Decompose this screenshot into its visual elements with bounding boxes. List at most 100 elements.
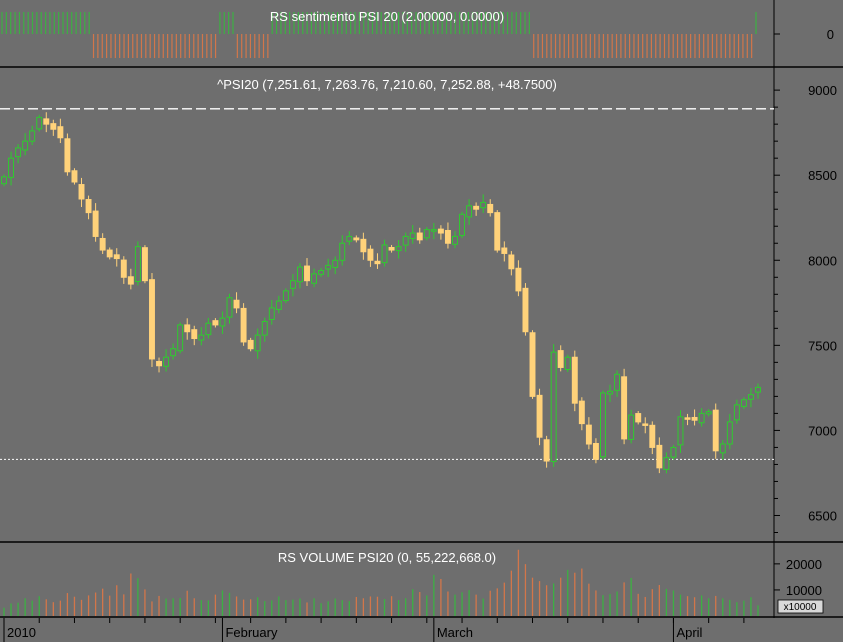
candle-body bbox=[106, 249, 113, 258]
candle-body bbox=[416, 232, 423, 241]
candle-body bbox=[719, 443, 726, 454]
candle-body bbox=[233, 299, 240, 309]
candle-body bbox=[466, 205, 473, 218]
candle-body bbox=[755, 386, 761, 393]
candle-body bbox=[536, 394, 543, 438]
candle-body bbox=[740, 399, 747, 407]
month-label: February bbox=[225, 625, 278, 640]
candle-body bbox=[529, 332, 536, 397]
price-tick-label: 8000 bbox=[808, 253, 837, 268]
candle-body bbox=[339, 242, 346, 261]
candle-body bbox=[747, 394, 754, 400]
candle-body bbox=[191, 329, 198, 340]
candle-body bbox=[395, 246, 402, 252]
candle-body bbox=[318, 269, 325, 275]
candlesticks bbox=[0, 108, 774, 474]
candle-body bbox=[85, 199, 92, 214]
candle-body bbox=[275, 300, 282, 310]
candle-body bbox=[437, 228, 444, 234]
candle-body bbox=[282, 290, 289, 302]
candle-body bbox=[515, 267, 522, 292]
candle-body bbox=[1, 176, 7, 185]
candle-body bbox=[677, 416, 684, 446]
candle-body bbox=[614, 373, 621, 391]
candle-body bbox=[29, 130, 36, 142]
candle-body bbox=[402, 235, 409, 246]
candle-body bbox=[120, 259, 127, 278]
candle-body bbox=[663, 457, 670, 470]
candle-body bbox=[57, 126, 64, 139]
sentiment-bars bbox=[1, 12, 757, 58]
candle-body bbox=[332, 259, 339, 268]
candle-body bbox=[311, 273, 318, 284]
price-pane-title: ^PSI20 (7,251.61, 7,263.76, 7,210.60, 7,… bbox=[217, 77, 557, 92]
candle-body bbox=[557, 350, 564, 368]
candle-body bbox=[649, 424, 656, 448]
candle-body bbox=[635, 413, 642, 423]
candle-body bbox=[304, 265, 310, 282]
candle-body bbox=[268, 307, 275, 320]
candle-body bbox=[219, 317, 226, 327]
candle-body bbox=[642, 423, 649, 426]
sentiment-tick-label: 0 bbox=[827, 27, 834, 42]
candle-body bbox=[670, 446, 677, 458]
candle-body bbox=[480, 201, 487, 209]
candle-body bbox=[346, 235, 353, 242]
candle-body bbox=[430, 229, 437, 232]
candle-body bbox=[141, 247, 148, 282]
candle-body bbox=[571, 356, 578, 404]
candle-body bbox=[600, 392, 606, 458]
candle-body bbox=[134, 246, 141, 283]
candle-body bbox=[240, 307, 247, 343]
candle-body bbox=[698, 412, 705, 424]
candle-body bbox=[127, 276, 134, 285]
candle-body bbox=[374, 260, 381, 265]
candle-body bbox=[15, 147, 22, 158]
candle-body bbox=[381, 244, 388, 264]
candle-body bbox=[22, 140, 29, 151]
price-tick-label: 7000 bbox=[808, 423, 837, 438]
price-tick-label: 8500 bbox=[808, 168, 837, 183]
price-tick-label: 9000 bbox=[808, 83, 837, 98]
month-label: 2010 bbox=[7, 625, 36, 640]
candle-body bbox=[149, 279, 155, 360]
volume-tick-label: 10000 bbox=[786, 583, 822, 598]
axes: 0 9000 8500 8000 7500 7000 6500 20000 10000 2010 F… bbox=[3, 27, 837, 642]
candle-body bbox=[92, 210, 99, 237]
candle-body bbox=[705, 411, 712, 415]
candle-body bbox=[592, 443, 599, 460]
price-pane bbox=[0, 68, 774, 541]
candle-body bbox=[585, 424, 592, 445]
candle-body bbox=[50, 123, 57, 130]
candle-body bbox=[36, 116, 43, 130]
candle-body bbox=[78, 184, 85, 200]
month-label: March bbox=[437, 625, 473, 640]
time-axis-panel bbox=[0, 618, 843, 642]
candle-body bbox=[367, 248, 374, 261]
sentiment-pane bbox=[0, 0, 774, 66]
candle-body bbox=[8, 157, 15, 178]
candle-body bbox=[684, 417, 691, 420]
candle-body bbox=[564, 356, 571, 370]
volume-tick-label: 20000 bbox=[786, 557, 822, 572]
candle-body bbox=[170, 348, 177, 357]
candle-body bbox=[508, 254, 515, 270]
candle-body bbox=[494, 212, 501, 251]
candle-body bbox=[296, 266, 303, 283]
candle-body bbox=[388, 247, 395, 251]
candle-body bbox=[71, 170, 78, 183]
candle-body bbox=[198, 334, 205, 341]
month-label: April bbox=[676, 625, 702, 640]
candle-body bbox=[733, 404, 740, 421]
candle-body bbox=[205, 322, 212, 336]
candle-body bbox=[353, 237, 360, 241]
candle-body bbox=[64, 138, 71, 173]
candle-body bbox=[459, 213, 466, 236]
price-axis-panel bbox=[774, 0, 843, 618]
candle-body bbox=[543, 439, 550, 462]
candle-body bbox=[99, 237, 106, 251]
candle-body bbox=[325, 264, 332, 270]
candle-body bbox=[261, 321, 268, 336]
candle-body bbox=[550, 351, 557, 463]
